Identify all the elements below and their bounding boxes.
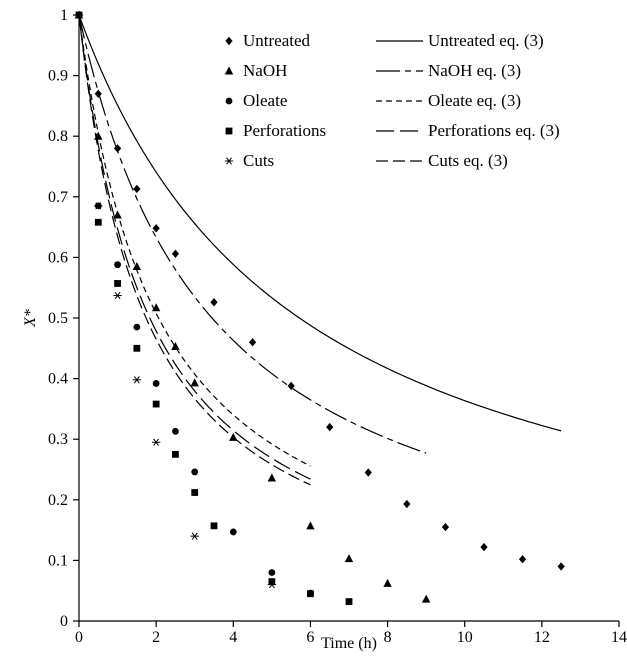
data-point-triangle — [229, 432, 238, 441]
legend-label: NaOH — [243, 61, 287, 80]
legend-marker-triangle — [224, 66, 234, 75]
y-tick-label: 0.2 — [48, 492, 68, 509]
data-point-circle — [114, 261, 121, 269]
data-point-triangle — [94, 131, 103, 140]
x-tick-label: 14 — [611, 629, 627, 646]
x-tick-label: 8 — [384, 629, 392, 646]
data-point-triangle — [151, 303, 161, 312]
y-axis-label: X* — [22, 309, 39, 328]
data-point-square — [114, 280, 121, 287]
data-point-diamond — [518, 554, 527, 564]
legend-marker-circle — [225, 97, 233, 105]
data-point-diamond — [287, 381, 295, 391]
fit-line-2 — [78, 14, 311, 467]
data-point-square — [345, 598, 353, 606]
plot-area — [74, 10, 565, 606]
x-axis-label: Time (h) — [321, 635, 377, 652]
data-point-asterisk — [132, 376, 142, 384]
legend-label: Oleate eq. (3) — [428, 91, 521, 110]
data-point-circle — [152, 380, 160, 387]
data-point-square — [268, 578, 276, 586]
data-point-circle — [191, 468, 199, 476]
data-point-circle — [268, 569, 276, 576]
data-point-triangle — [421, 594, 431, 603]
y-tick-label: 0.3 — [48, 431, 68, 448]
data-point-diamond — [113, 144, 122, 153]
data-point-square — [172, 450, 179, 458]
y-tick-label: 0.4 — [48, 371, 68, 388]
y-tick-label: 0.1 — [48, 552, 68, 569]
legend-marker-square — [225, 127, 233, 135]
data-point-triangle — [383, 578, 392, 587]
axes: 0 2 4 6 8 10 12 14 0 0.1 0.2 0.3 0.4 0.5 0.6 0.7 0.8 0.9 1 — [48, 7, 627, 646]
data-point-diamond — [480, 542, 488, 552]
data-point-triangle — [132, 261, 142, 270]
data-point-square — [191, 489, 199, 496]
x-tick-label: 0 — [75, 629, 83, 646]
data-point-asterisk — [267, 580, 277, 589]
fit-line-4 — [78, 14, 311, 486]
y-tick-label: 0 — [60, 613, 68, 630]
data-point-asterisk — [151, 438, 161, 446]
y-tick-label: 0.5 — [48, 310, 68, 327]
legend-label: Untreated eq. (3) — [428, 31, 544, 50]
data-point-diamond — [94, 89, 102, 98]
data-point-asterisk — [113, 291, 122, 300]
y-tick-label: 0.9 — [48, 68, 68, 85]
legend-label: Perforations — [243, 121, 326, 140]
data-point-triangle — [190, 378, 199, 387]
y-tick-label: 0.6 — [48, 249, 68, 266]
y-tick-label: 1 — [60, 7, 68, 24]
legend-marker-asterisk — [224, 157, 234, 165]
y-tick-label: 0.7 — [48, 189, 68, 206]
data-point-diamond — [326, 422, 334, 432]
legend-label: Cuts eq. (3) — [428, 151, 508, 170]
data-point-triangle — [113, 210, 122, 219]
data-point-diamond — [171, 249, 180, 258]
y-tick-label: 0.8 — [48, 128, 68, 145]
legend-label: NaOH eq. (3) — [428, 61, 521, 80]
data-point-circle — [229, 528, 237, 536]
data-point-square — [307, 590, 314, 598]
data-point-circle — [172, 427, 179, 435]
data-point-diamond — [557, 562, 565, 571]
data-point-square — [210, 522, 218, 530]
data-point-triangle — [267, 473, 277, 482]
x-tick-label: 10 — [457, 629, 473, 646]
data-point-asterisk — [94, 202, 103, 210]
data-point-asterisk — [190, 532, 199, 540]
data-point-diamond — [403, 499, 411, 509]
data-point-square — [152, 400, 160, 408]
data-point-diamond — [133, 184, 141, 194]
data-point-square — [133, 344, 141, 352]
data-point-triangle — [306, 521, 315, 530]
legend-label: Cuts — [243, 151, 274, 170]
data-point-square — [94, 218, 102, 226]
legend-marker-diamond — [225, 36, 233, 46]
legend-label: Perforations eq. (3) — [428, 121, 560, 140]
data-point-diamond — [248, 338, 257, 347]
fit-line-3 — [78, 14, 311, 480]
data-point-triangle — [344, 554, 354, 563]
data-point-diamond — [364, 468, 372, 477]
x-tick-label: 2 — [152, 629, 160, 646]
data-point-diamond — [152, 224, 160, 233]
fit-line-1 — [78, 14, 427, 454]
x-tick-label: 4 — [229, 629, 237, 646]
data-point-circle — [133, 323, 141, 331]
legend-label: Oleate — [243, 91, 287, 110]
data-point-triangle — [171, 341, 180, 350]
data-point-diamond — [441, 522, 450, 532]
legend-label: Untreated — [243, 31, 311, 50]
fit-line-0 — [78, 14, 562, 432]
x-tick-label: 12 — [534, 629, 550, 646]
legend: Untreated NaOH Oleate Perforations Cuts Untre… — [224, 31, 560, 170]
x-tick-label: 6 — [306, 629, 314, 646]
data-point-diamond — [210, 298, 218, 307]
